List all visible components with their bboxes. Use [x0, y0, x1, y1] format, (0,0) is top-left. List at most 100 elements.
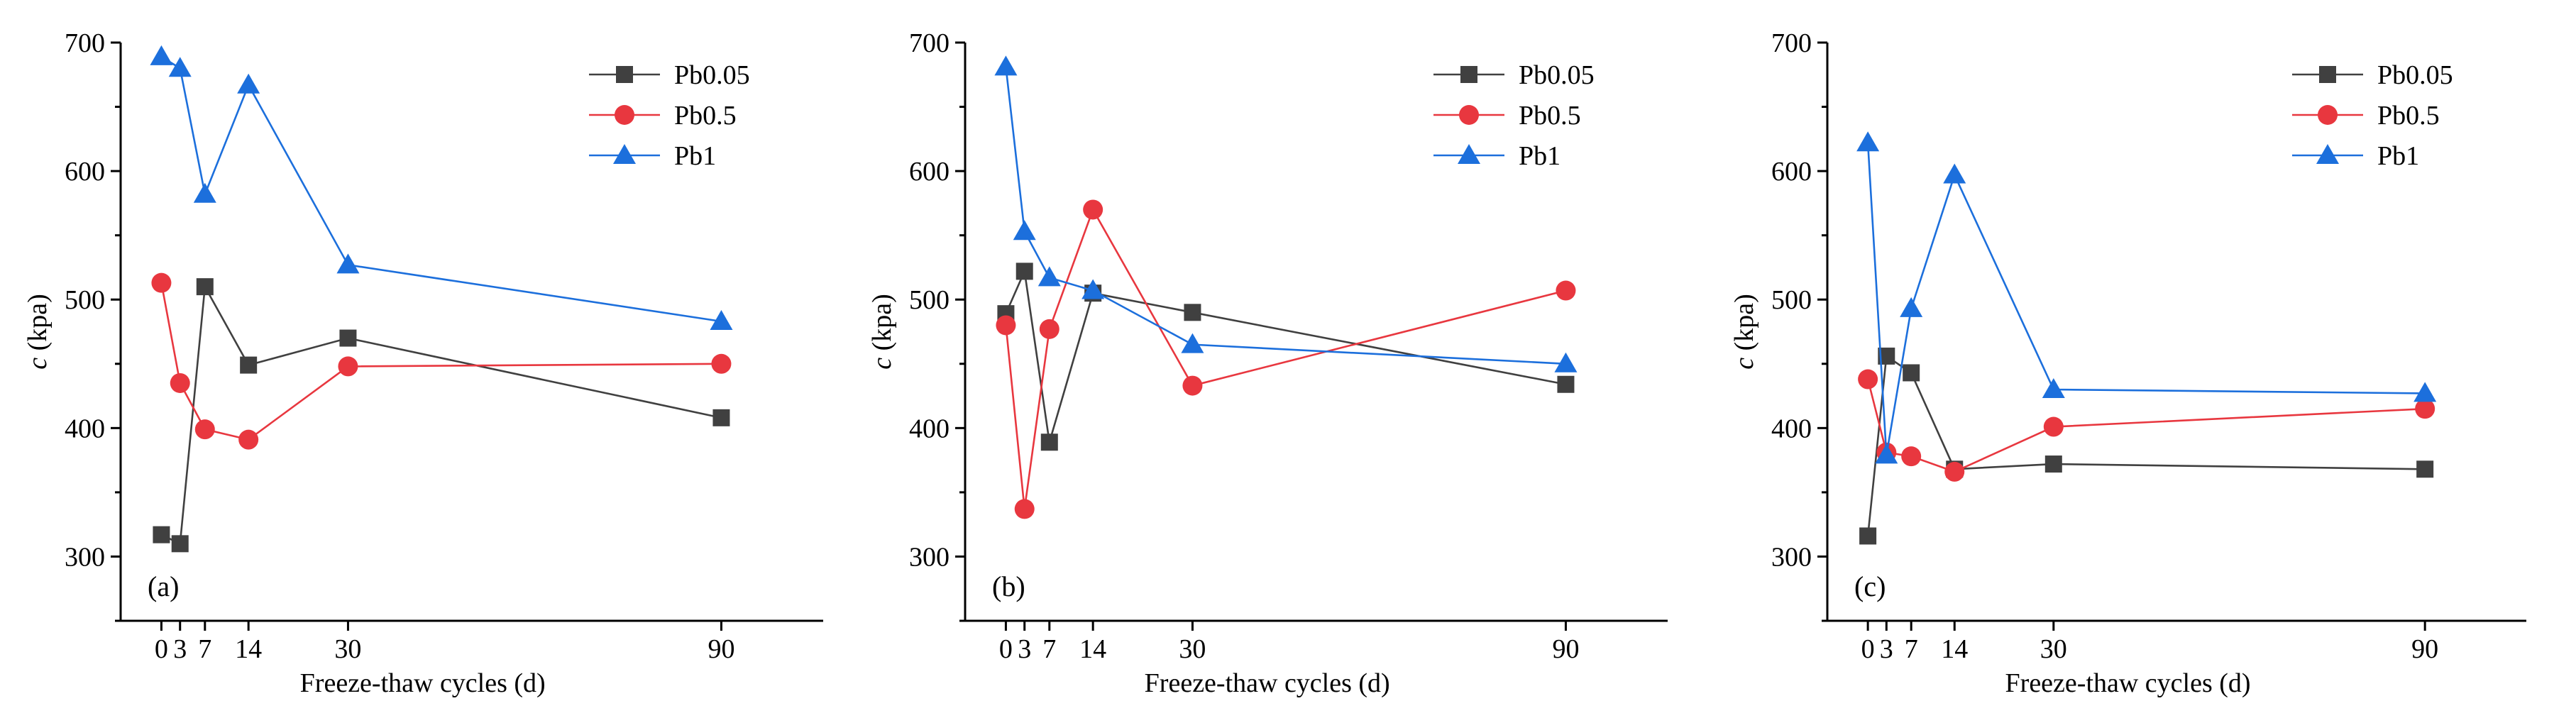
data-point-Pb0.05 [712, 409, 730, 426]
legend-label-Pb0.05: Pb0.05 [674, 60, 750, 90]
data-point-Pb0.05 [1015, 263, 1033, 280]
legend-marker-Pb0.5 [615, 105, 634, 125]
x-tick-label: 3 [1018, 634, 1031, 664]
legend-marker-Pb1 [2316, 144, 2339, 164]
data-point-Pb0.05 [240, 356, 258, 374]
data-point-Pb0.5 [1944, 461, 1965, 482]
data-point-Pb0.5 [151, 272, 172, 293]
data-point-Pb1 [237, 73, 260, 94]
x-tick-label: 14 [1941, 634, 1968, 664]
y-tick-label: 400 [1771, 414, 1812, 443]
data-point-Pb0.05 [1903, 364, 1920, 382]
legend-label-Pb1: Pb1 [1519, 141, 1561, 171]
y-axis-label: c (kpa) [23, 294, 53, 370]
x-tick-label: 7 [198, 634, 211, 664]
legend-marker-Pb0.05 [2319, 66, 2336, 83]
data-point-Pb1 [1181, 333, 1204, 353]
chart-panel-1: 300 400 500 600 700 0 3 7 14 30 90 Freeze-thaw cycl… [867, 28, 1668, 698]
series-line-Pb1 [160, 55, 722, 323]
data-point-Pb0.5 [711, 353, 732, 374]
data-point-Pb0.05 [339, 329, 357, 347]
data-point-Pb1 [1943, 163, 1966, 184]
x-tick-label: 30 [1179, 634, 1206, 664]
x-tick-label: 90 [1552, 634, 1579, 664]
data-point-Pb1 [1856, 131, 1880, 152]
y-axis-label-unit: (kpa) [23, 294, 53, 358]
x-tick-label: 14 [235, 634, 262, 664]
data-point-Pb0.5 [238, 429, 259, 450]
data-point-Pb1 [193, 182, 216, 203]
legend-marker-Pb1 [1458, 144, 1480, 164]
data-point-Pb0.5 [338, 356, 358, 377]
y-tick-label: 400 [65, 414, 105, 443]
series-line-Pb0.5 [1866, 379, 2426, 473]
data-point-Pb0.5 [1556, 280, 1576, 301]
x-tick-label: 14 [1079, 634, 1106, 664]
y-axis-label-unit: (kpa) [1729, 294, 1759, 358]
data-point-Pb1 [1081, 279, 1105, 299]
y-axis-label-unit: (kpa) [867, 294, 897, 358]
series-line-Pb1 [1005, 67, 1566, 365]
series-line-Pb0.05 [160, 283, 722, 546]
y-tick-label: 600 [1771, 157, 1812, 187]
x-axis-label: Freeze-thaw cycles (d) [2005, 668, 2251, 698]
data-point-Pb0.5 [1039, 319, 1059, 339]
data-point-Pb0.5 [996, 315, 1016, 336]
x-tick-label: 7 [1042, 634, 1056, 664]
data-point-Pb0.5 [2043, 416, 2064, 437]
x-tick-label: 90 [2411, 634, 2438, 664]
data-point-Pb1 [150, 45, 173, 65]
legend-label-Pb1: Pb1 [674, 141, 716, 171]
y-axis-label: c (kpa) [1729, 294, 1759, 370]
data-point-Pb1 [1900, 297, 1923, 317]
x-tick-label: 7 [1905, 634, 1918, 664]
data-point-Pb1 [1554, 352, 1578, 372]
x-tick-label: 0 [999, 634, 1013, 664]
y-tick-label: 400 [909, 414, 950, 443]
y-axis-label-symbol: c [867, 358, 897, 370]
series-line-Pb0.5 [1005, 207, 1566, 509]
data-point-Pb0.5 [2415, 399, 2435, 419]
legend-marker-Pb0.05 [616, 66, 633, 83]
data-point-Pb1 [2042, 378, 2065, 398]
y-tick-label: 700 [1771, 28, 1812, 58]
chart-panel-0: 300 400 500 600 700 0 3 7 14 30 90 Freeze-thaw cycl… [23, 28, 823, 698]
legend-label-Pb0.5: Pb0.5 [674, 101, 737, 131]
x-tick-label: 90 [708, 634, 734, 664]
data-point-Pb1 [336, 253, 360, 274]
x-axis-label: Freeze-thaw cycles (d) [1145, 668, 1390, 698]
x-tick-label: 30 [2040, 634, 2067, 664]
legend-label-Pb0.05: Pb0.05 [1519, 60, 1595, 90]
y-axis-label: c (kpa) [867, 294, 897, 370]
data-point-Pb0.05 [1557, 375, 1575, 393]
y-tick-label: 300 [909, 542, 950, 572]
data-point-Pb1 [710, 310, 733, 331]
y-tick-label: 500 [909, 285, 950, 315]
data-point-Pb0.5 [1182, 375, 1203, 396]
data-point-Pb0.5 [1083, 199, 1103, 220]
legend-label-Pb1: Pb1 [2377, 141, 2419, 171]
x-tick-label: 0 [1861, 634, 1875, 664]
data-point-Pb0.5 [194, 419, 215, 440]
data-point-Pb0.05 [2416, 460, 2434, 478]
series-line-Pb0.05 [1866, 354, 2426, 536]
x-tick-label: 30 [334, 634, 361, 664]
y-tick-label: 300 [65, 542, 105, 572]
y-tick-label: 700 [909, 28, 950, 58]
legend-marker-Pb0.5 [1459, 105, 1479, 125]
data-point-Pb0.5 [170, 372, 190, 393]
data-point-Pb0.05 [171, 535, 189, 553]
legend-marker-Pb1 [613, 144, 636, 164]
data-point-Pb1 [168, 57, 192, 77]
x-axis-label: Freeze-thaw cycles (d) [300, 668, 546, 698]
data-point-Pb1 [994, 55, 1018, 76]
series-line-Pb0.5 [160, 282, 722, 441]
data-point-Pb0.05 [153, 526, 170, 543]
data-point-Pb0.05 [1184, 304, 1201, 321]
data-point-Pb0.05 [1040, 433, 1058, 451]
data-point-Pb0.5 [1858, 369, 1878, 390]
y-axis-label-symbol: c [1729, 358, 1759, 370]
y-axis-label-symbol: c [23, 358, 53, 370]
data-point-Pb0.5 [1901, 446, 1922, 467]
x-tick-label: 3 [1880, 634, 1893, 664]
